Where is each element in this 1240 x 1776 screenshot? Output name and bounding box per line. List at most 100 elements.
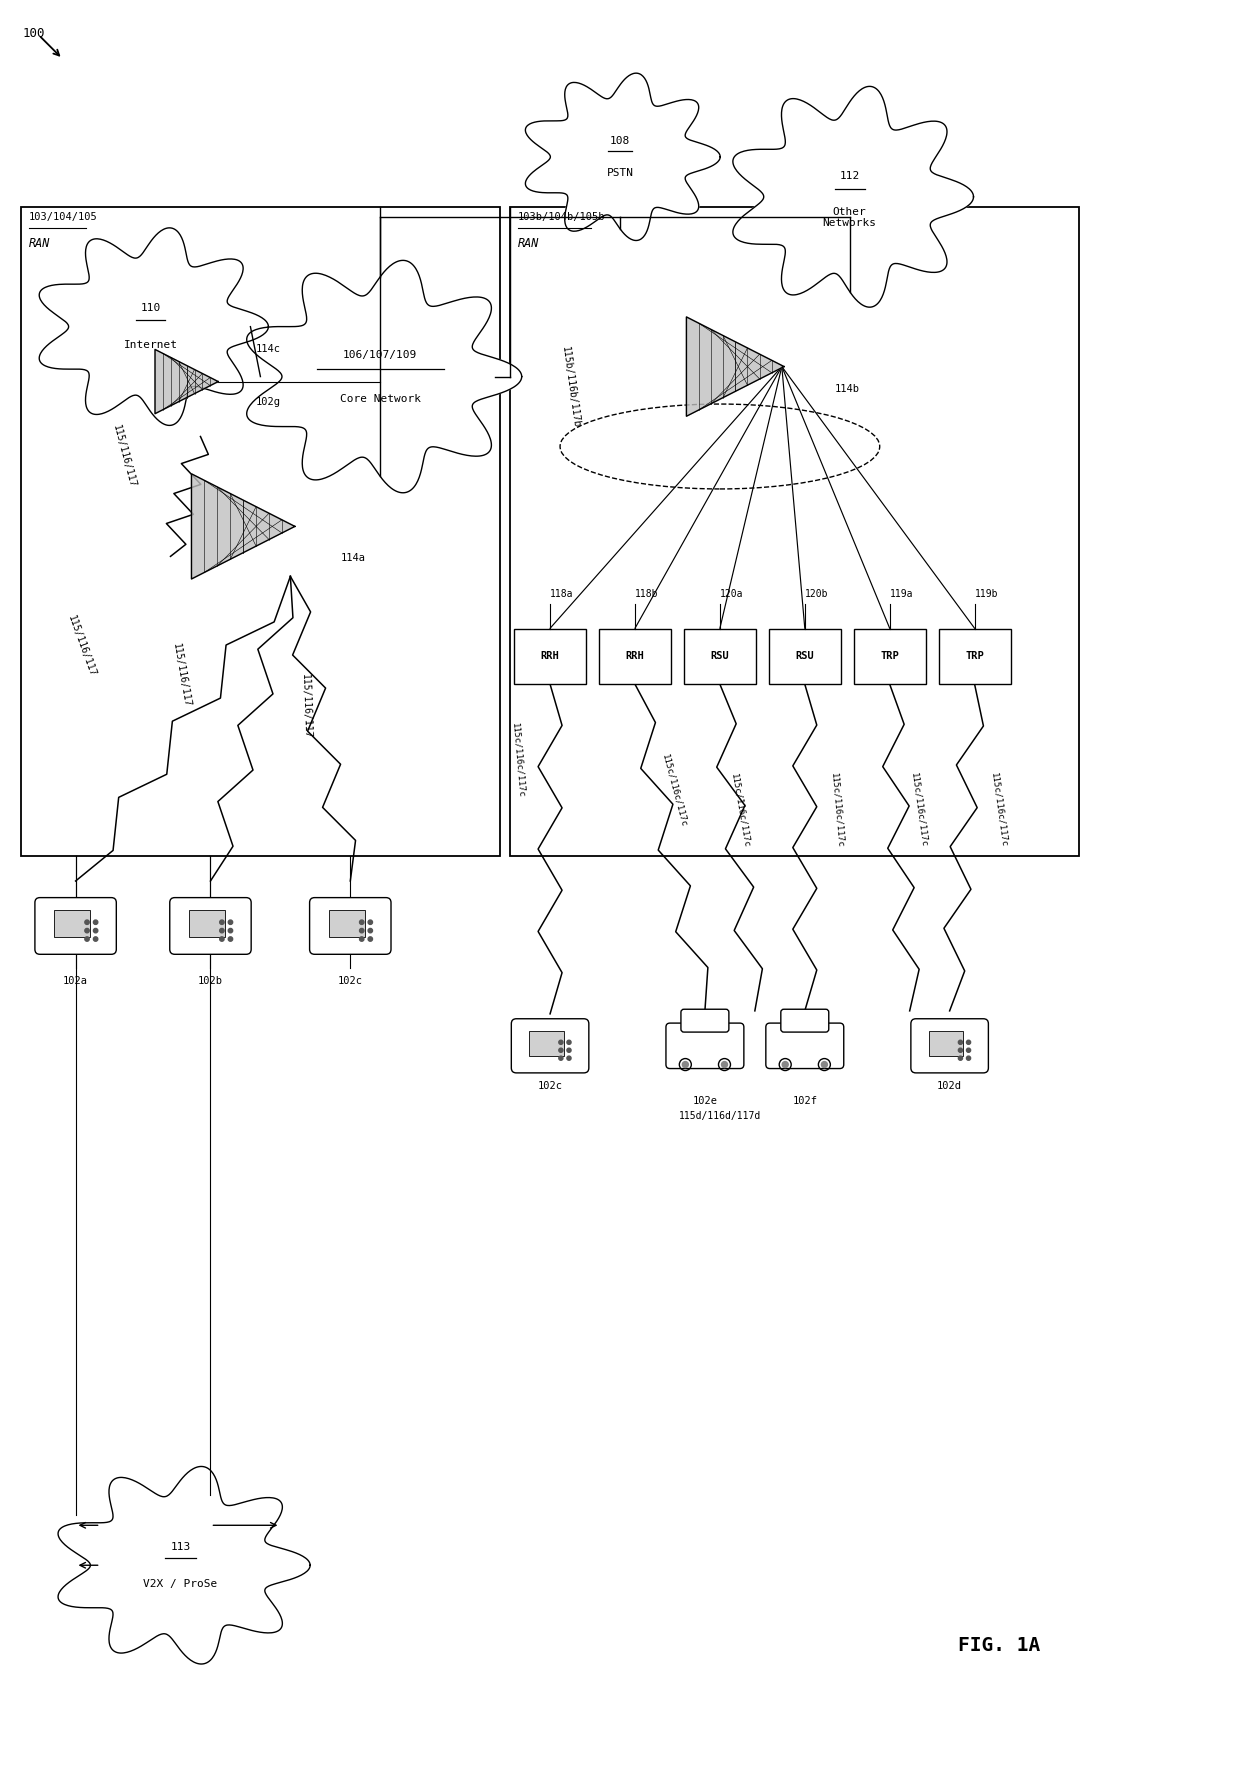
Text: 102g: 102g [255, 396, 280, 407]
Circle shape [93, 929, 98, 932]
Text: 115c/116c/117c: 115c/116c/117c [990, 773, 1009, 849]
Circle shape [219, 936, 224, 941]
Text: V2X / ProSe: V2X / ProSe [144, 1579, 217, 1590]
Text: 115c/116c/117c: 115c/116c/117c [910, 773, 929, 849]
Text: Core Network: Core Network [340, 394, 420, 403]
Text: 114b: 114b [835, 384, 859, 394]
Circle shape [219, 929, 224, 932]
Text: 120a: 120a [720, 590, 744, 599]
Text: RSU: RSU [711, 652, 729, 661]
Circle shape [959, 1048, 962, 1053]
Text: 103b/104b/105b: 103b/104b/105b [518, 211, 605, 222]
Text: TRP: TRP [965, 652, 985, 661]
FancyBboxPatch shape [310, 897, 391, 954]
Text: 115/116/117: 115/116/117 [110, 423, 136, 488]
Circle shape [682, 1062, 688, 1067]
Circle shape [959, 1041, 962, 1044]
Circle shape [821, 1062, 827, 1067]
Text: FIG. 1A: FIG. 1A [959, 1636, 1040, 1655]
Circle shape [567, 1048, 572, 1053]
Circle shape [959, 1057, 962, 1060]
Polygon shape [247, 261, 522, 492]
Text: 102a: 102a [63, 975, 88, 986]
Text: 115c/116c/117c: 115c/116c/117c [730, 773, 751, 849]
Text: 115c/116c/117c: 115c/116c/117c [510, 723, 526, 797]
Polygon shape [40, 227, 268, 426]
Text: 114a: 114a [340, 554, 366, 563]
Circle shape [84, 936, 89, 941]
Text: RRH: RRH [541, 652, 559, 661]
Circle shape [559, 1041, 563, 1044]
Text: RAN: RAN [518, 236, 539, 250]
Text: 115/116/117: 115/116/117 [66, 614, 97, 678]
Circle shape [93, 920, 98, 925]
Circle shape [966, 1057, 971, 1060]
Polygon shape [155, 350, 218, 414]
Text: 108: 108 [610, 137, 630, 146]
Polygon shape [526, 73, 720, 240]
Text: 114c: 114c [255, 343, 280, 353]
Circle shape [228, 936, 233, 941]
FancyBboxPatch shape [766, 1023, 843, 1069]
Circle shape [219, 920, 224, 925]
Text: 120b: 120b [805, 590, 828, 599]
Text: TRP: TRP [880, 652, 899, 661]
Text: RSU: RSU [795, 652, 815, 661]
Circle shape [559, 1057, 563, 1060]
FancyBboxPatch shape [329, 911, 365, 936]
Bar [853, 629, 925, 684]
Circle shape [360, 920, 363, 925]
Polygon shape [58, 1467, 310, 1664]
FancyBboxPatch shape [511, 1019, 589, 1073]
Circle shape [567, 1041, 572, 1044]
Text: 100: 100 [22, 27, 45, 41]
Text: 115c/116c/117c: 115c/116c/117c [830, 773, 846, 849]
Bar [510, 206, 1080, 856]
FancyBboxPatch shape [681, 1009, 729, 1032]
Text: 115/116/117: 115/116/117 [300, 673, 312, 739]
Circle shape [360, 929, 363, 932]
Text: 102e: 102e [692, 1096, 718, 1106]
Text: 102d: 102d [937, 1082, 962, 1090]
Text: 102f: 102f [792, 1096, 817, 1106]
Bar [599, 629, 671, 684]
Bar [769, 629, 841, 684]
Text: PSTN: PSTN [606, 167, 634, 178]
Text: RAN: RAN [29, 236, 50, 250]
Circle shape [84, 929, 89, 932]
Polygon shape [191, 474, 295, 579]
Circle shape [782, 1062, 789, 1067]
Polygon shape [733, 87, 973, 307]
Text: Other
Networks: Other Networks [823, 206, 877, 229]
Text: RRH: RRH [626, 652, 645, 661]
Polygon shape [687, 316, 784, 416]
Text: 115c/116c/117c: 115c/116c/117c [660, 753, 688, 828]
Circle shape [368, 936, 372, 941]
Text: 119a: 119a [889, 590, 913, 599]
Text: 110: 110 [140, 304, 161, 313]
Text: 115d/116d/117d: 115d/116d/117d [678, 1110, 761, 1121]
Text: 118b: 118b [635, 590, 658, 599]
FancyBboxPatch shape [35, 897, 117, 954]
Text: 118a: 118a [551, 590, 574, 599]
Text: 102c: 102c [337, 975, 363, 986]
FancyBboxPatch shape [781, 1009, 828, 1032]
Bar [684, 629, 756, 684]
Circle shape [567, 1057, 572, 1060]
Text: Internet: Internet [124, 341, 177, 350]
Circle shape [360, 936, 363, 941]
Bar [21, 206, 500, 856]
Circle shape [722, 1062, 728, 1067]
FancyBboxPatch shape [929, 1032, 963, 1057]
FancyBboxPatch shape [188, 911, 224, 936]
FancyBboxPatch shape [911, 1019, 988, 1073]
Circle shape [84, 920, 89, 925]
Text: 115b/116b/117b: 115b/116b/117b [560, 346, 582, 428]
Text: 115/116/117: 115/116/117 [171, 643, 191, 709]
Bar [939, 629, 1011, 684]
FancyBboxPatch shape [170, 897, 252, 954]
FancyBboxPatch shape [53, 911, 91, 936]
Circle shape [228, 929, 233, 932]
Text: 106/107/109: 106/107/109 [343, 350, 418, 359]
Text: 119b: 119b [975, 590, 998, 599]
